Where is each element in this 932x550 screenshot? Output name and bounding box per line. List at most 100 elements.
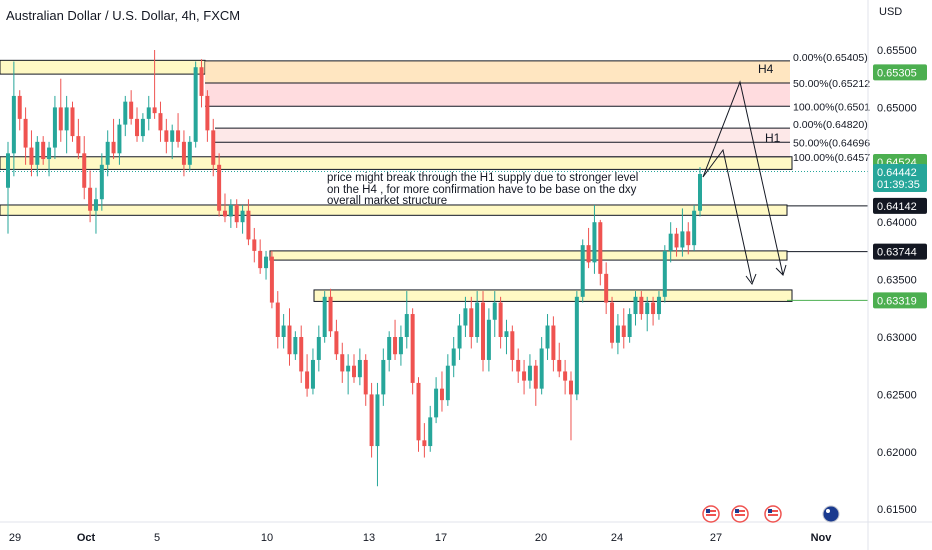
candle-body [29,147,34,165]
candle-body [398,337,403,355]
candle-body [11,95,16,154]
candle-body [668,233,673,251]
candle-body [322,296,327,337]
candle-body [522,371,527,381]
fib-h4-upper-fill [205,60,790,84]
candle-body [17,95,22,119]
flag-canton [735,509,739,513]
candle-body [363,359,368,395]
candle-body [434,388,439,418]
candle-body [240,210,245,223]
candle-body [692,210,697,246]
candle-body [193,67,198,142]
currency-label: USD [879,6,903,18]
candle-body [269,256,274,303]
price-tag: 0.64142 [877,201,917,213]
candle-body [82,153,87,188]
price-tag-bg [873,197,927,214]
candle-body [99,164,104,200]
candle-body [328,296,333,332]
candle-body [181,141,186,165]
flag-star [826,509,830,513]
x-tick-label: 13 [363,532,375,544]
candle-body [76,136,81,154]
fib-level-label: 0.00%(0.65405) [793,52,868,64]
candle-body [387,337,392,360]
candle-body [527,365,532,381]
candle-body [158,113,163,131]
price-tag-bg [873,292,927,309]
candle-body [299,337,304,372]
candle-body [170,130,175,142]
candle-body [457,325,462,349]
candle-body [639,296,644,315]
candle-body [152,107,157,114]
candle-body [140,118,145,137]
candle-body [463,308,468,326]
price-tag-bg [873,64,927,81]
candle-body [445,365,450,401]
candle-body [481,302,486,360]
arrow-head [745,273,757,286]
fib-level-label: 50.00%(0.64696 [793,137,870,149]
flag-stripe [735,510,745,512]
candle-body [645,302,650,315]
candle-body [404,314,409,337]
zone-rect [0,204,788,216]
x-tick-label: 10 [261,532,273,544]
candle-body [93,199,98,211]
annotation-line-1: price might break through the H1 supply … [327,172,639,184]
candle-body [428,417,433,447]
flag-stripe [706,514,716,516]
candle-body [135,118,140,137]
flag-canton [768,509,772,513]
candle-body [23,118,28,148]
x-tick-label: Oct [77,532,96,544]
candle-body [357,359,362,378]
projection-path-h4 [702,80,784,276]
zone-rect [269,250,788,261]
candle-body [492,302,497,320]
price-tag: 0.63319 [877,295,917,307]
candle-body [598,222,603,274]
zone-rect [0,59,206,75]
candle-body [568,380,573,395]
candle-body [352,365,356,378]
candle-body [574,296,579,395]
current-price-tag-bg [873,164,927,192]
candle-body [205,95,210,131]
y-tick-label: 0.62500 [877,389,917,401]
candle-body [346,365,351,372]
fib-level-label: 0.00%(0.64820) [793,119,868,131]
y-tick-label: 0.62000 [877,447,917,459]
y-tick-label: 0.61500 [877,504,917,516]
candle-body [510,331,515,360]
flag-stripe [706,510,716,512]
candle-body [516,359,521,372]
candle-body [475,302,480,337]
candle-body [686,231,691,246]
candle-body [187,141,192,165]
price-tag: 0.65305 [877,67,917,79]
h1-label: H1 [765,131,781,145]
candle-body [64,107,69,131]
candle-body [164,130,169,142]
candle-body [498,302,503,337]
candle-body [129,101,134,119]
candle-body [504,331,509,337]
flag-stripe [735,514,745,516]
candle-body [258,250,263,269]
candle-body [228,204,233,217]
price-tag: 0.63744 [877,247,917,259]
y-tick-label: 0.63500 [877,275,917,287]
candle-body [451,348,456,366]
candle-body [439,388,444,401]
current-price-label: 0.64442 [877,167,917,179]
candle-body [252,239,257,251]
candle-body [281,325,286,337]
candle-body [176,130,181,142]
candle-body [610,302,615,343]
candle-body [656,296,661,315]
